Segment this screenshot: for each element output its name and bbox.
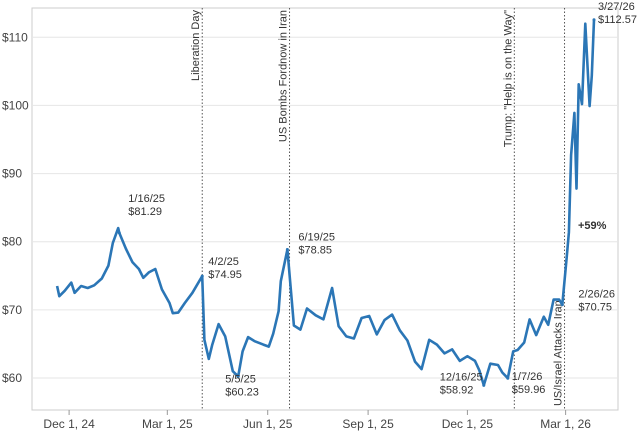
price-line — [55, 19, 596, 387]
point-date: 1/16/25 — [128, 193, 165, 205]
y-tick-label: $60 — [2, 371, 22, 385]
point-value: $60.23 — [225, 386, 259, 398]
point-marker — [482, 383, 486, 387]
point-date: 3/27/26 — [598, 1, 635, 13]
point-value: $78.85 — [298, 245, 332, 257]
x-tick-label: Sep 1, 25 — [342, 417, 394, 431]
point-date: 1/7/26 — [512, 371, 543, 383]
y-tick-label: $80 — [2, 235, 22, 249]
y-tick-label: $70 — [2, 303, 22, 317]
y-tick-label: $110 — [2, 30, 28, 44]
point-date: 4/2/25 — [208, 256, 239, 268]
point-marker — [560, 303, 564, 307]
point-date: 2/26/26 — [578, 289, 615, 301]
point-date: 5/5/25 — [225, 373, 256, 385]
point-marker — [117, 231, 121, 235]
point-marker — [592, 18, 596, 22]
plot-frame — [31, 7, 619, 411]
event-label: Trump: "Help is on the Way" — [502, 10, 514, 147]
point-marker — [200, 274, 204, 278]
y-tick-label: $90 — [2, 167, 22, 181]
event-label: US Bombs Fordnow in Iran — [278, 10, 290, 142]
x-tick-label: Mar 1, 26 — [540, 417, 591, 431]
event-label: Liberation Day — [190, 10, 202, 81]
x-tick-label: Mar 1, 25 — [142, 417, 193, 431]
point-value: $70.75 — [578, 302, 612, 314]
point-date: 6/19/25 — [298, 232, 335, 244]
event-label: US/Israel Attacks Iran — [553, 300, 565, 406]
point-marker — [506, 376, 510, 380]
point-value: $59.96 — [512, 384, 546, 396]
x-tick-label: Jun 1, 25 — [243, 417, 293, 431]
point-value: $81.29 — [128, 206, 162, 218]
point-value: $74.95 — [208, 269, 242, 281]
point-value: $112.57 — [598, 14, 637, 26]
point-marker — [285, 248, 289, 252]
point-value: $58.92 — [440, 384, 474, 396]
x-tick-label: Dec 1, 25 — [442, 417, 494, 431]
point-date: 12/16/25 — [440, 371, 483, 383]
x-tick-label: Dec 1, 24 — [43, 417, 95, 431]
point-marker — [236, 374, 240, 378]
y-tick-label: $100 — [2, 98, 29, 112]
change-label: +59% — [578, 220, 607, 232]
